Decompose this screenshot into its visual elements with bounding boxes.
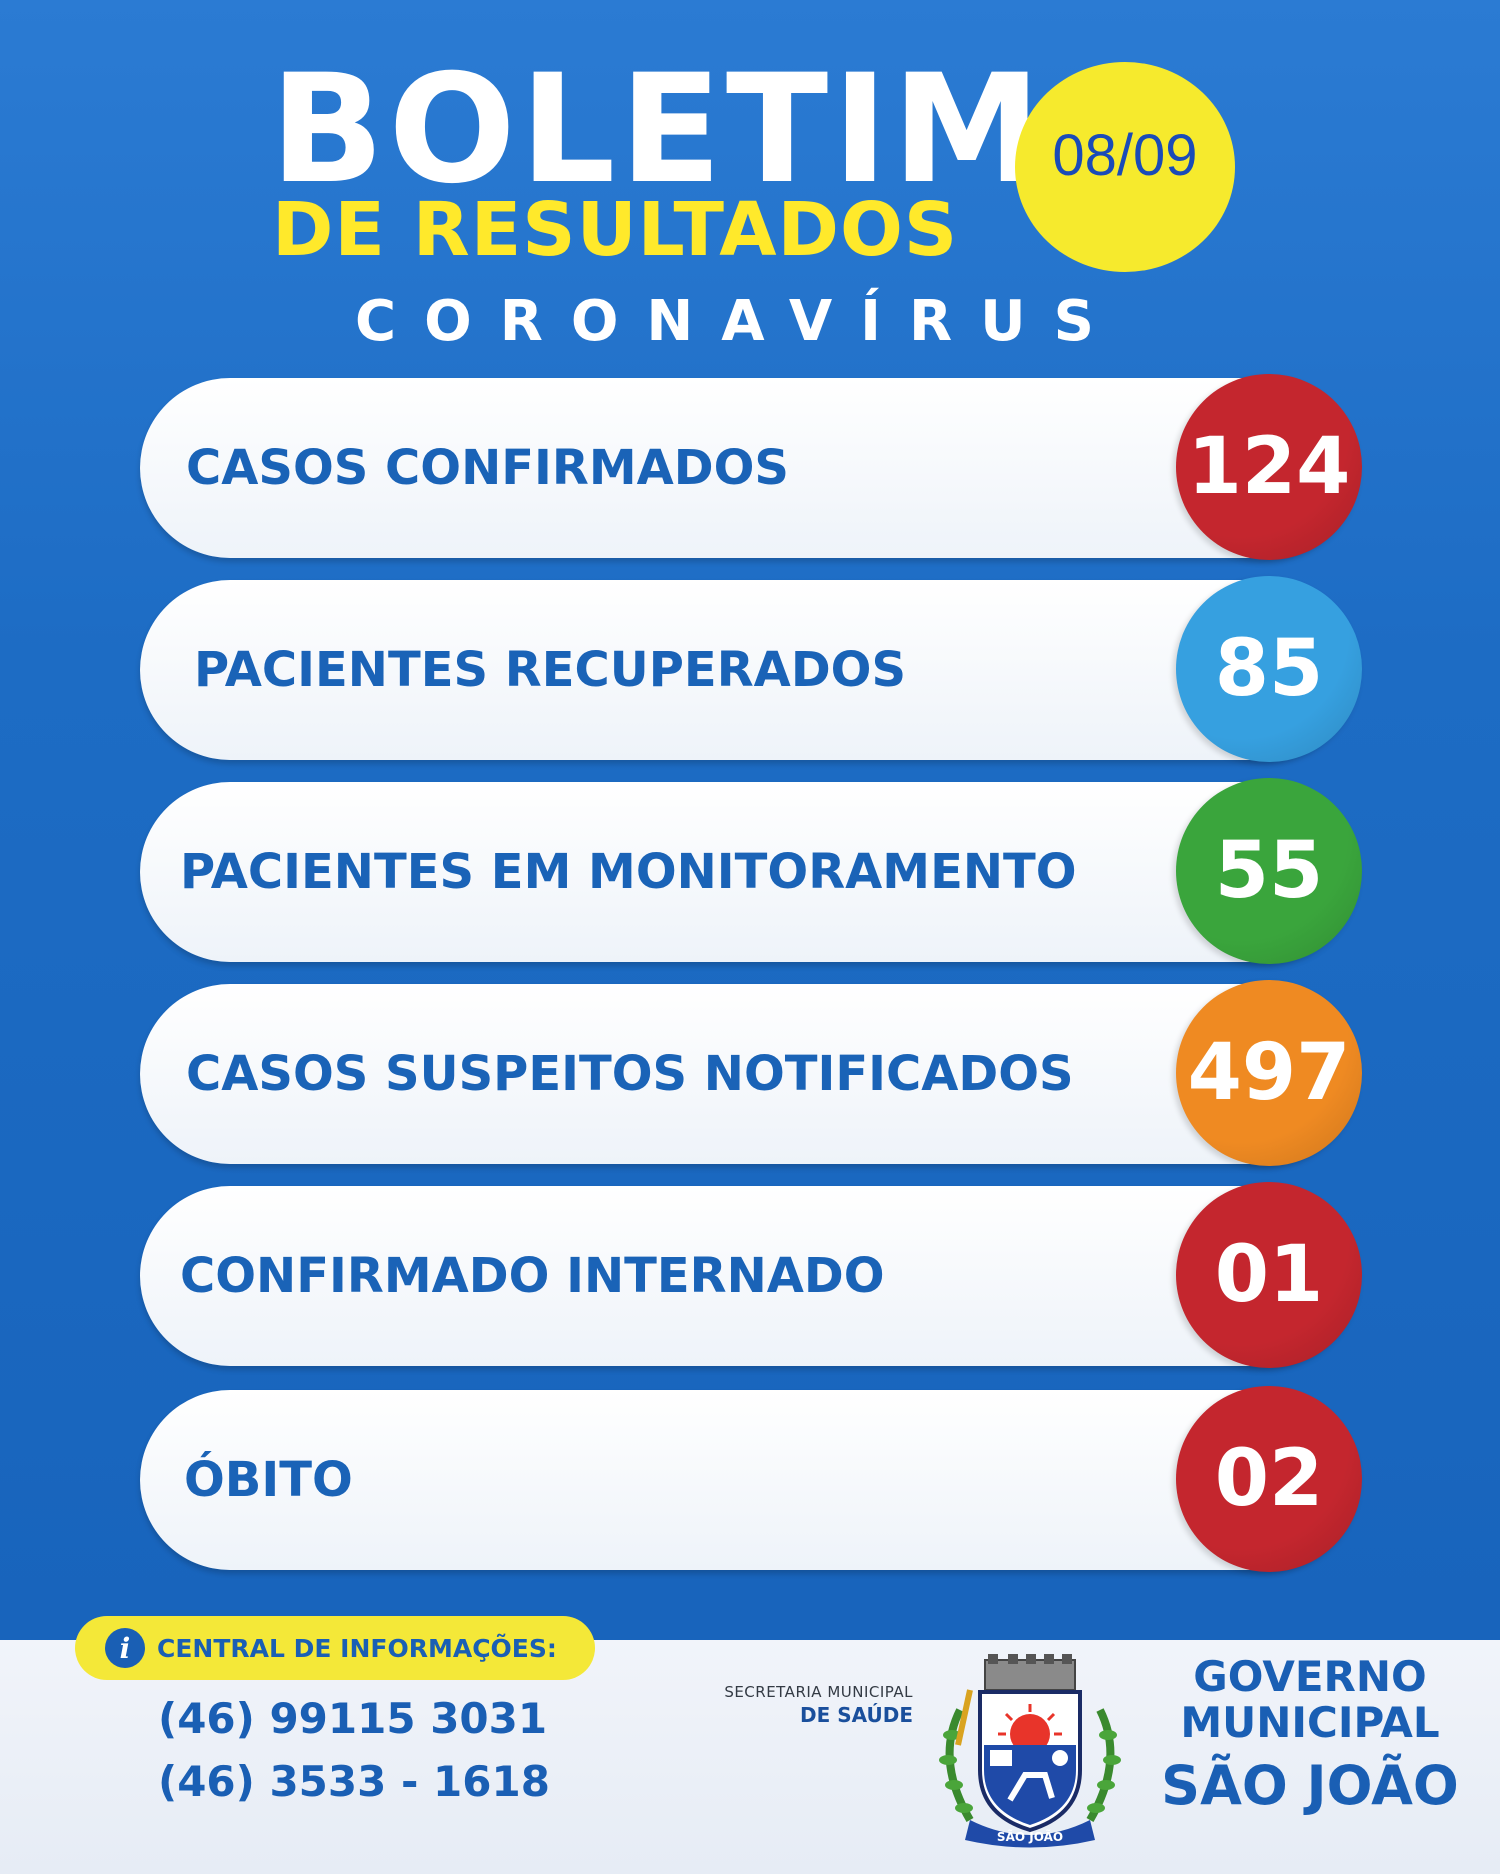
bulletin-title: BOLETIM bbox=[270, 43, 1046, 217]
crest-ribbon-text: SÃO JOÃO bbox=[997, 1829, 1063, 1844]
stat-value-circle: 85 bbox=[1176, 576, 1362, 762]
stat-row-suspected: CASOS SUSPEITOS NOTIFICADOS 497 bbox=[140, 980, 1362, 1166]
stat-label: PACIENTES RECUPERADOS bbox=[194, 642, 907, 698]
stat-row-recovered: PACIENTES RECUPERADOS 85 bbox=[140, 576, 1362, 762]
stat-value-circle: 55 bbox=[1176, 778, 1362, 964]
stat-value-circle: 02 bbox=[1176, 1386, 1362, 1572]
government-line3: SÃO JOÃO bbox=[1161, 1754, 1459, 1817]
bulletin-subtitle: DE RESULTADOS bbox=[272, 187, 959, 273]
info-center-badge: i CENTRAL DE INFORMAÇÕES: bbox=[75, 1616, 595, 1680]
stat-value-circle: 124 bbox=[1176, 374, 1362, 560]
stat-value-circle: 497 bbox=[1176, 980, 1362, 1166]
stat-row-hospitalized: CONFIRMADO INTERNADO 01 bbox=[140, 1182, 1362, 1368]
stat-row-monitoring: PACIENTES EM MONITORAMENTO 55 bbox=[140, 778, 1362, 964]
stat-value-circle: 01 bbox=[1176, 1182, 1362, 1368]
stat-row-confirmed: CASOS CONFIRMADOS 124 bbox=[140, 374, 1362, 560]
phone-number: (46) 99115 3031 bbox=[158, 1694, 548, 1743]
stat-label: ÓBITO bbox=[184, 1452, 353, 1508]
secretaria-line1: SECRETARIA MUNICIPAL bbox=[724, 1683, 913, 1701]
info-center-label: CENTRAL DE INFORMAÇÕES: bbox=[157, 1633, 557, 1663]
stat-row-deaths: ÓBITO 02 bbox=[140, 1386, 1362, 1572]
stat-label: CONFIRMADO INTERNADO bbox=[180, 1248, 885, 1304]
phone-number: (46) 3533 - 1618 bbox=[158, 1757, 550, 1806]
municipal-crest-icon: SÃO JOÃO bbox=[939, 1654, 1121, 1848]
stat-label: CASOS CONFIRMADOS bbox=[186, 440, 789, 496]
topic-label: CORONAVÍRUS bbox=[355, 289, 1122, 354]
government-line1: GOVERNO bbox=[1193, 1652, 1427, 1701]
info-icon: i bbox=[105, 1628, 145, 1668]
secretaria-line2: DE SAÚDE bbox=[800, 1703, 913, 1727]
government-line2: MUNICIPAL bbox=[1180, 1698, 1440, 1747]
stat-label: PACIENTES EM MONITORAMENTO bbox=[180, 844, 1077, 900]
stat-label: CASOS SUSPEITOS NOTIFICADOS bbox=[186, 1046, 1074, 1102]
date-badge: 08/09 bbox=[1015, 62, 1235, 272]
date-text: 08/09 bbox=[1052, 122, 1198, 188]
